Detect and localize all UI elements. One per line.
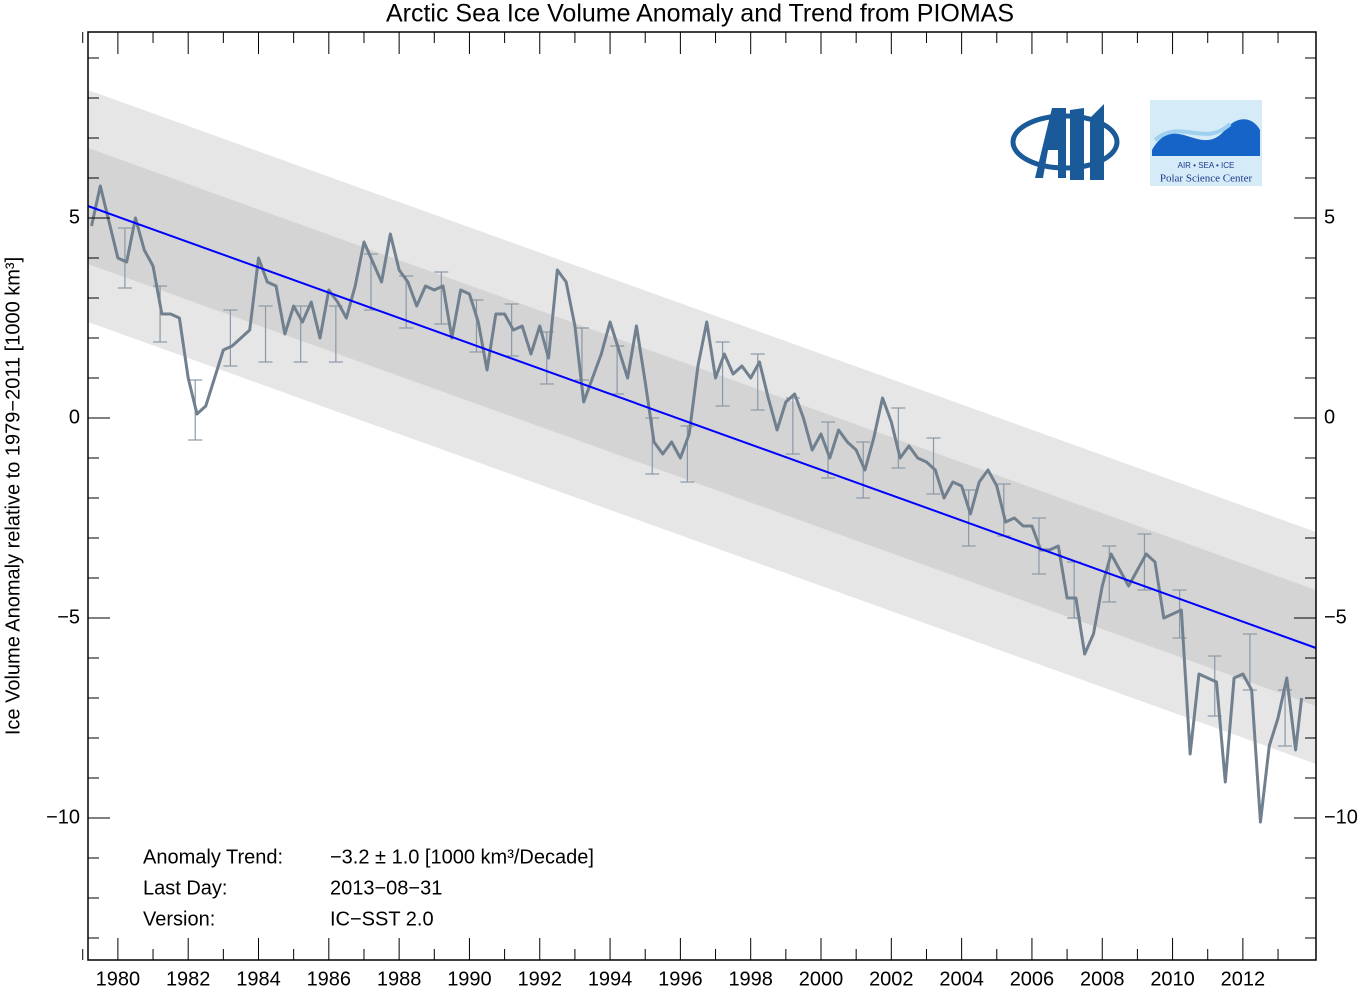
anomaly-line bbox=[90, 184, 1304, 824]
annotation-label: Anomaly Trend: bbox=[143, 846, 283, 868]
annotation-label: Last Day: bbox=[143, 877, 227, 899]
apl-logo-letters bbox=[1035, 104, 1104, 180]
y2-tick-label: 0 bbox=[1324, 406, 1335, 428]
x-tick-label: 1996 bbox=[658, 968, 703, 990]
error-bar bbox=[1137, 533, 1152, 591]
error-bar bbox=[117, 227, 132, 289]
error-bar bbox=[1242, 633, 1257, 691]
x-tick-label: 1990 bbox=[447, 968, 492, 990]
x-tick-label: 1994 bbox=[588, 968, 633, 990]
y-tick-label: −10 bbox=[46, 806, 80, 828]
x-tick-label: 1982 bbox=[166, 968, 211, 990]
error-bar bbox=[258, 305, 273, 363]
psc-logo-text: Polar Science Center bbox=[1160, 173, 1253, 185]
y-axis-label: Ice Volume Anomaly relative to 1979−2011… bbox=[2, 257, 24, 735]
x-tick-label: 2010 bbox=[1150, 968, 1195, 990]
psc-logo: AIR • SEA • ICE Polar Science Center bbox=[1150, 100, 1262, 186]
x-tick-label: 2008 bbox=[1080, 968, 1125, 990]
error-bar bbox=[399, 275, 414, 329]
x-tick-label: 1992 bbox=[518, 968, 563, 990]
psc-logo-wave2 bbox=[1153, 122, 1232, 142]
y2-tick-label: −10 bbox=[1324, 806, 1358, 828]
x-tick-label: 2012 bbox=[1221, 968, 1266, 990]
y2-tick-label: 5 bbox=[1324, 206, 1335, 228]
x-tick-label: 2002 bbox=[869, 968, 914, 990]
x-tick-label: 2000 bbox=[799, 968, 844, 990]
error-bar bbox=[856, 441, 871, 499]
x-tick-label: 1984 bbox=[236, 968, 281, 990]
chart-title: Arctic Sea Ice Volume Anomaly and Trend … bbox=[386, 0, 1014, 28]
x-tick-label: 1988 bbox=[377, 968, 422, 990]
psc-logo-text: AIR • SEA • ICE bbox=[1178, 161, 1235, 170]
y-tick-label: 5 bbox=[69, 206, 80, 228]
error-bar bbox=[926, 437, 941, 495]
psc-logo-wave bbox=[1152, 119, 1260, 156]
y-tick-label: 0 bbox=[69, 406, 80, 428]
error-bar bbox=[891, 407, 906, 469]
annotation-text: −3.2 ± 1.0 [1000 km³/Decade] bbox=[330, 846, 594, 868]
x-tick-label: 1980 bbox=[96, 968, 141, 990]
annotation-text: 2013−08−31 bbox=[330, 877, 442, 899]
error-bar bbox=[715, 341, 730, 407]
apl-logo bbox=[1010, 104, 1120, 180]
x-tick-label: 1998 bbox=[728, 968, 773, 990]
error-bar bbox=[223, 309, 238, 367]
trend-line bbox=[87, 205, 1317, 649]
y2-tick-label: −5 bbox=[1324, 606, 1347, 628]
error-bar bbox=[434, 271, 449, 325]
error-bar bbox=[293, 305, 308, 363]
x-tick-label: 2006 bbox=[1010, 968, 1055, 990]
plot-frame bbox=[87, 31, 1317, 961]
x-tick-label: 2004 bbox=[939, 968, 984, 990]
y-tick-label: −5 bbox=[57, 606, 80, 628]
x-tick-label: 1986 bbox=[307, 968, 352, 990]
annotation-label: Version: bbox=[143, 908, 215, 930]
annotation-text: IC−SST 2.0 bbox=[330, 908, 434, 930]
